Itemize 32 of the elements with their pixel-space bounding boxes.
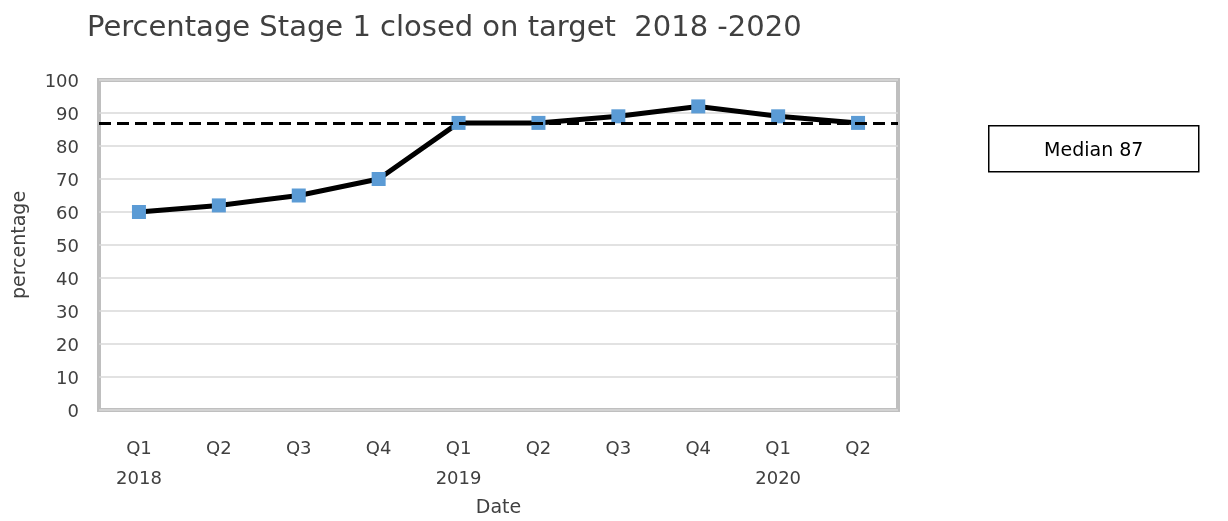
ref-line-label: Median 87	[1044, 137, 1144, 160]
x-tick-label: Q1 2019	[435, 436, 482, 488]
x-tick-label: Q3	[285, 436, 312, 458]
x-tick-label: Q1 2018	[116, 436, 162, 488]
y-tick-label: 100	[44, 69, 79, 91]
y-tick-label: 50	[56, 234, 79, 256]
x-tick-label: Q4	[365, 436, 392, 458]
x-axis-title: Date	[475, 495, 522, 518]
x-tick-label: Q4	[685, 436, 712, 458]
y-tick-label: 60	[56, 201, 79, 223]
point	[211, 198, 226, 213]
y-tick-label: 10	[56, 366, 79, 388]
x-tick-label: Q2	[525, 436, 552, 458]
chart-title: Percentage Stage 1 closed on target 2018 -2020	[87, 8, 802, 43]
y-tick-label: 80	[56, 135, 79, 157]
y-tick-label: 30	[56, 300, 79, 322]
y-tick-label: 90	[56, 102, 79, 124]
y-tick-label: 40	[56, 267, 79, 289]
point	[611, 109, 626, 124]
point	[771, 109, 786, 124]
point	[131, 205, 146, 219]
point	[291, 188, 306, 203]
y-axis-title: percentage	[6, 190, 29, 300]
point	[691, 99, 706, 114]
y-tick-label: 70	[56, 168, 79, 190]
point	[371, 172, 386, 186]
y-tick-label: 0	[67, 399, 79, 421]
x-tick-label: Q1 2020	[755, 436, 802, 488]
y-tick-label: 20	[56, 333, 79, 355]
x-tick-label: Q2	[206, 436, 232, 458]
x-tick-label: Q2	[845, 436, 871, 458]
x-tick-label: Q3	[605, 436, 632, 458]
